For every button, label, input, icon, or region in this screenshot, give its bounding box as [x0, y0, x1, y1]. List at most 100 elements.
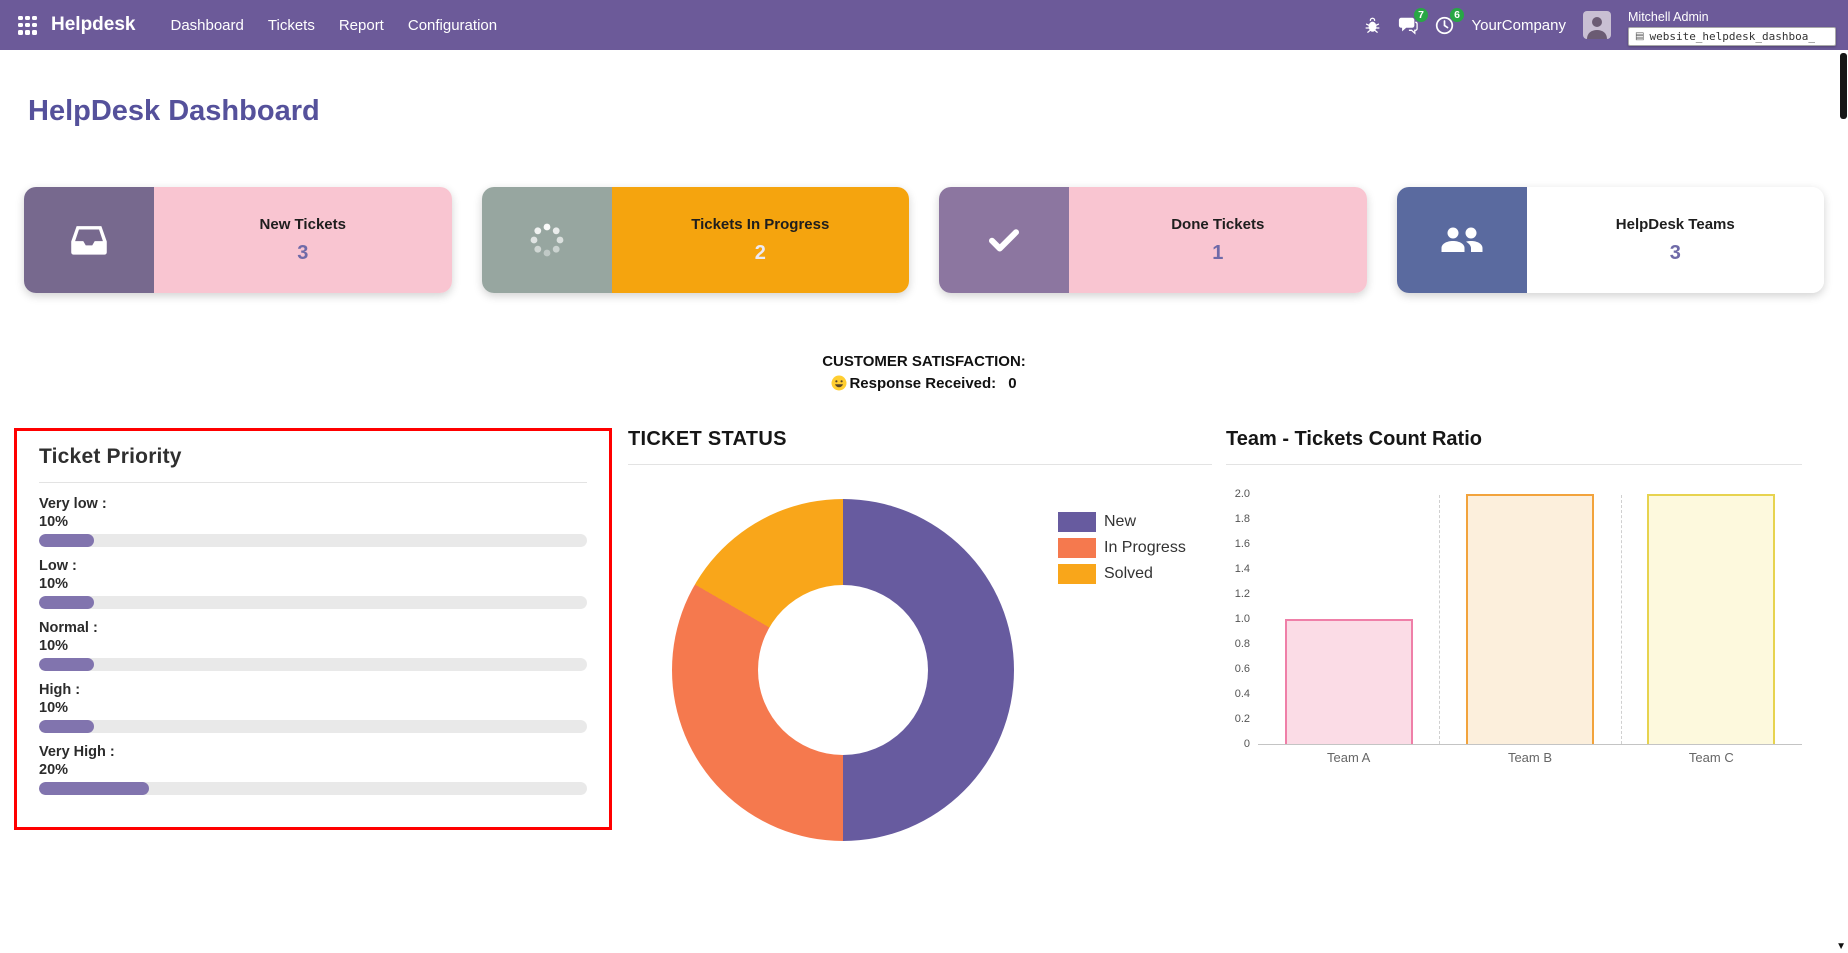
priority-item: Normal : 10% — [39, 619, 587, 671]
gridline-vertical — [1439, 495, 1441, 744]
kpi-card-tickets-in-progress[interactable]: Tickets In Progress 2 — [481, 187, 909, 293]
kpi-label: HelpDesk Teams — [1615, 215, 1735, 233]
priority-percent: 10% — [39, 700, 69, 716]
priority-progress-fill — [39, 782, 149, 795]
top-navbar: Helpdesk Dashboard Tickets Report Configura… — [0, 0, 1848, 50]
vertical-scrollbar-thumb[interactable] — [1840, 53, 1847, 119]
y-axis-tick: 0.6 — [1234, 663, 1250, 675]
kpi-body: HelpDesk Teams 3 — [1526, 187, 1824, 293]
bar-column — [1439, 494, 1620, 744]
spinner-icon — [481, 187, 612, 293]
kpi-row: New Tickets 3 Tickets In Progress 2 Done… — [24, 187, 1824, 293]
kpi-card-new-tickets[interactable]: New Tickets 3 — [24, 187, 452, 293]
satisfaction-label: Response Received: — [849, 375, 997, 392]
y-axis-tick: 0.4 — [1234, 688, 1250, 700]
bar-team-c[interactable] — [1647, 494, 1776, 744]
nav-item-dashboard[interactable]: Dashboard — [170, 16, 244, 34]
priority-panel-title: Ticket Priority — [39, 445, 182, 468]
customer-satisfaction: CUSTOMER SATISFACTION: Response Received… — [0, 353, 1848, 392]
ticket-status-panel: TICKET STATUS New In Progress Solved — [628, 428, 1212, 858]
y-axis-tick: 0 — [1243, 738, 1250, 750]
legend-item-new[interactable]: New — [1058, 512, 1186, 532]
priority-item: High : 10% — [39, 681, 587, 733]
inbox-icon — [24, 187, 154, 293]
address-overlay[interactable]: ▤ website_helpdesk_dashboa_ — [1628, 26, 1836, 46]
document-icon: ▤ — [1635, 30, 1645, 42]
satisfaction-heading: CUSTOMER SATISFACTION: — [822, 353, 1026, 370]
priority-label: Very High : — [39, 744, 115, 760]
priority-item: Very High : 20% — [39, 743, 587, 795]
nav-item-tickets[interactable]: Tickets — [267, 16, 315, 34]
scroll-down-arrow-icon[interactable]: ▼ — [1836, 941, 1846, 952]
kpi-value: 3 — [1669, 241, 1681, 264]
priority-percent: 10% — [39, 514, 69, 530]
user-name[interactable]: Mitchell Admin — [1628, 9, 1709, 24]
bug-icon[interactable] — [1364, 16, 1381, 34]
gridline-vertical — [1620, 495, 1622, 744]
donut-legend: New In Progress Solved — [1058, 512, 1186, 590]
ticket-priority-panel: Ticket Priority Very low :10% Low :10% Nor… — [14, 428, 612, 830]
priority-item: Low : 10% — [39, 557, 587, 609]
y-axis-tick: 0.2 — [1234, 713, 1250, 725]
priority-label: High : — [39, 682, 81, 698]
kpi-body: Done Tickets 1 — [1069, 187, 1367, 293]
satisfaction-value: 0 — [1008, 375, 1017, 392]
priority-percent: 20% — [39, 762, 69, 778]
nav-menu: Dashboard Tickets Report Configuration — [159, 9, 508, 42]
chat-icon[interactable]: 7 — [1398, 7, 1429, 35]
team-chart-plot[interactable] — [1258, 494, 1802, 745]
app-brand[interactable]: Helpdesk — [51, 14, 136, 35]
y-axis-tick: 1.6 — [1234, 538, 1250, 550]
y-axis-tick: 1.0 — [1234, 613, 1250, 625]
team-chart-plotwrap: Team A Team B Team C — [1258, 494, 1802, 765]
page-title: HelpDesk Dashboard — [28, 95, 320, 127]
ticket-status-donut[interactable] — [672, 499, 1014, 841]
x-category-label: Team B — [1507, 750, 1553, 765]
priority-item: Very low : 10% — [39, 495, 587, 547]
priority-progressbar — [39, 720, 587, 733]
divider — [628, 464, 1212, 465]
legend-item-solved[interactable]: Solved — [1058, 564, 1186, 584]
kpi-label: Tickets In Progress — [691, 215, 830, 233]
kpi-value: 2 — [754, 241, 766, 264]
kpi-card-done-tickets[interactable]: Done Tickets 1 — [939, 187, 1367, 293]
y-axis-tick: 2.0 — [1234, 488, 1250, 500]
user-menu[interactable]: Mitchell Admin ▤ website_helpdesk_dashbo… — [1628, 5, 1836, 46]
nav-item-configuration[interactable]: Configuration — [407, 16, 498, 34]
kpi-body: New Tickets 3 — [154, 187, 452, 293]
priority-progressbar — [39, 596, 587, 609]
priority-label: Very low : — [39, 496, 107, 512]
teams-panel-title: Team - Tickets Count Ratio — [1226, 428, 1482, 450]
nav-item-report[interactable]: Report — [338, 16, 384, 34]
clock-icon[interactable]: 6 — [1435, 7, 1465, 35]
divider — [39, 482, 587, 483]
dashboard-main: HelpDesk Dashboard New Tickets 3 Tickets… — [0, 95, 1848, 858]
priority-progress-fill — [39, 534, 94, 547]
kpi-label: New Tickets — [259, 215, 346, 233]
bar-team-a[interactable] — [1284, 619, 1413, 744]
kpi-value: 1 — [1212, 241, 1224, 264]
kpi-card-helpdesk-teams[interactable]: HelpDesk Teams 3 — [1396, 187, 1824, 293]
user-avatar[interactable] — [1583, 11, 1611, 39]
team-ratio-panel: Team - Tickets Count Ratio 0 0.2 0.4 0.6 0.8… — [1226, 428, 1802, 765]
legend-label: Solved — [1104, 565, 1153, 582]
x-category-label: Team A — [1326, 750, 1371, 765]
priority-progressbar — [39, 782, 587, 795]
priority-progress-fill — [39, 596, 94, 609]
y-axis-tick: 1.4 — [1234, 563, 1250, 575]
team-chart: 0 0.2 0.4 0.6 0.8 1.0 1.2 1.4 1.6 1.8 2.0 Team A Te… — [1226, 488, 1802, 765]
priority-percent: 10% — [39, 638, 69, 654]
check-icon — [939, 187, 1069, 293]
company-switcher[interactable]: YourCompany — [1471, 16, 1566, 34]
apps-grid-icon[interactable] — [18, 15, 37, 35]
bar-team-b[interactable] — [1465, 494, 1594, 744]
status-panel-title: TICKET STATUS — [628, 428, 787, 450]
kpi-body: Tickets In Progress 2 — [611, 187, 909, 293]
priority-percent: 10% — [39, 576, 69, 592]
legend-item-in-progress[interactable]: In Progress — [1058, 538, 1186, 558]
users-icon — [1396, 187, 1527, 293]
address-overlay-text: website_helpdesk_dashboa_ — [1649, 29, 1816, 43]
bar-column — [1258, 495, 1439, 744]
legend-label: In Progress — [1104, 539, 1186, 556]
grinning-face-icon — [831, 375, 847, 392]
